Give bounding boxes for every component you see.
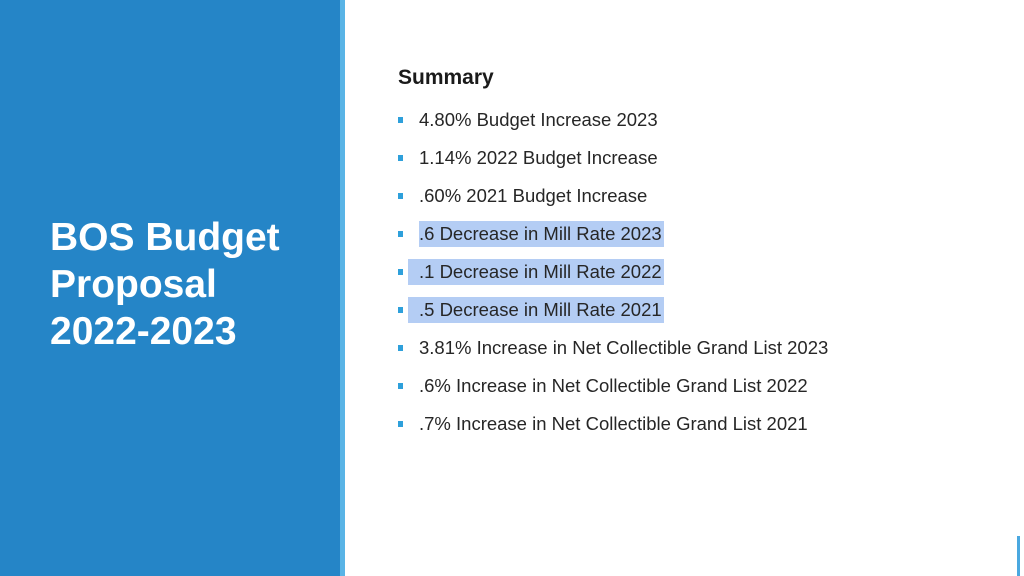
bullet-square-icon xyxy=(398,421,403,427)
slide-title[interactable]: BOS Budget Proposal 2022-2023 xyxy=(50,214,330,355)
bullet-square-icon xyxy=(398,307,403,313)
list-item[interactable]: 4.80% Budget Increase 2023 xyxy=(398,101,998,139)
bullet-text: 3.81% Increase in Net Collectible Grand … xyxy=(419,337,829,358)
bullet-square-icon xyxy=(398,155,403,161)
bullet-square-icon xyxy=(398,193,403,199)
list-item[interactable]: 1.14% 2022 Budget Increase xyxy=(398,139,998,177)
bullet-square-icon xyxy=(398,269,403,275)
title-line: 2022-2023 xyxy=(50,310,237,353)
list-item-selected[interactable]: .5 Decrease in Mill Rate 2021 xyxy=(398,291,998,329)
bullet-text: .60% 2021 Budget Increase xyxy=(419,185,648,206)
selection-highlight xyxy=(408,259,419,285)
bullet-square-icon xyxy=(398,231,403,237)
bullet-square-icon xyxy=(398,345,403,351)
bullet-text: .6 Decrease in Mill Rate 2023 xyxy=(419,221,664,247)
list-item-selected[interactable]: .1 Decrease in Mill Rate 2022 xyxy=(398,253,998,291)
corner-accent xyxy=(1017,536,1020,576)
summary-heading: Summary xyxy=(398,66,494,89)
bullet-text: 1.14% 2022 Budget Increase xyxy=(419,147,658,168)
title-panel: BOS Budget Proposal 2022-2023 xyxy=(0,0,340,576)
list-item[interactable]: .60% 2021 Budget Increase xyxy=(398,177,998,215)
selection-highlight xyxy=(408,297,419,323)
panel-edge-divider xyxy=(340,0,345,576)
bullet-text: .5 Decrease in Mill Rate 2021 xyxy=(419,297,664,323)
list-item[interactable]: .7% Increase in Net Collectible Grand Li… xyxy=(398,405,998,443)
title-line: Proposal xyxy=(50,263,217,306)
summary-content[interactable]: Summary 4.80% Budget Increase 2023 1.14%… xyxy=(398,62,998,443)
bullet-square-icon xyxy=(398,383,403,389)
list-item-selected[interactable]: .6 Decrease in Mill Rate 2023 xyxy=(398,215,998,253)
summary-bullet-list: 4.80% Budget Increase 2023 1.14% 2022 Bu… xyxy=(398,101,998,443)
list-item[interactable]: .6% Increase in Net Collectible Grand Li… xyxy=(398,367,998,405)
bullet-text: 4.80% Budget Increase 2023 xyxy=(419,109,658,130)
bullet-text: .7% Increase in Net Collectible Grand Li… xyxy=(419,413,808,434)
title-line: BOS Budget xyxy=(50,216,280,259)
bullet-text: .1 Decrease in Mill Rate 2022 xyxy=(419,259,664,285)
bullet-text: .6% Increase in Net Collectible Grand Li… xyxy=(419,375,808,396)
bullet-square-icon xyxy=(398,117,403,123)
list-item[interactable]: 3.81% Increase in Net Collectible Grand … xyxy=(398,329,998,367)
